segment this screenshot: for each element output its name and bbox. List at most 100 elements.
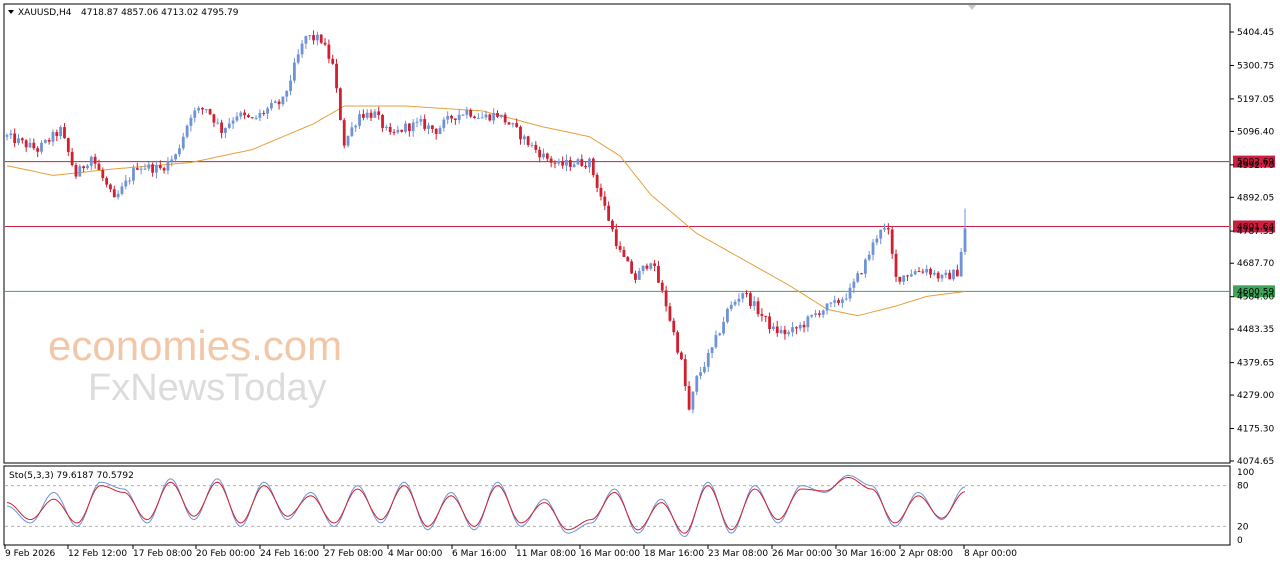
candle-body[interactable]	[227, 123, 231, 128]
candle-body[interactable]	[51, 132, 55, 142]
candle-body[interactable]	[423, 119, 427, 129]
candle-body[interactable]	[860, 273, 863, 275]
candle-body[interactable]	[634, 273, 637, 280]
candle-body[interactable]	[538, 149, 542, 158]
candle-body[interactable]	[480, 117, 484, 119]
candle-body[interactable]	[32, 142, 36, 149]
candle-body[interactable]	[124, 180, 128, 187]
candle-body[interactable]	[430, 125, 434, 129]
candle-body[interactable]	[595, 174, 599, 188]
candle-body[interactable]	[511, 123, 515, 125]
candle-body[interactable]	[875, 238, 879, 243]
candle-body[interactable]	[691, 391, 695, 410]
candle-body[interactable]	[837, 300, 840, 303]
candle-body[interactable]	[603, 196, 607, 206]
candle-body[interactable]	[24, 140, 28, 148]
candle-body[interactable]	[718, 333, 722, 336]
candle-body[interactable]	[181, 136, 185, 149]
candle-body[interactable]	[5, 135, 9, 137]
candle-body[interactable]	[561, 161, 565, 166]
candle-body[interactable]	[802, 324, 806, 328]
candle-body[interactable]	[821, 310, 825, 315]
candle-body[interactable]	[810, 314, 814, 317]
candle-body[interactable]	[189, 117, 193, 126]
candle-body[interactable]	[293, 62, 296, 81]
candle-body[interactable]	[637, 270, 641, 280]
candle-body[interactable]	[258, 112, 262, 118]
candle-body[interactable]	[672, 320, 676, 333]
candle-body[interactable]	[496, 112, 499, 117]
candle-body[interactable]	[925, 268, 929, 273]
candle-body[interactable]	[151, 164, 155, 173]
candle-body[interactable]	[155, 165, 158, 173]
candle-body[interactable]	[235, 116, 239, 121]
candle-body[interactable]	[86, 165, 89, 169]
candle-body[interactable]	[772, 326, 775, 330]
candle-body[interactable]	[327, 44, 331, 59]
candle-body[interactable]	[729, 304, 733, 309]
candle-body[interactable]	[43, 140, 47, 143]
candle-body[interactable]	[273, 101, 277, 104]
candle-body[interactable]	[147, 164, 151, 169]
candle-body[interactable]	[361, 114, 365, 118]
candle-body[interactable]	[856, 273, 860, 282]
candle-body[interactable]	[116, 193, 120, 198]
candle-body[interactable]	[197, 107, 200, 111]
candle-body[interactable]	[143, 168, 147, 170]
candle-body[interactable]	[434, 128, 438, 134]
candle-body[interactable]	[239, 112, 243, 117]
candle-body[interactable]	[542, 153, 545, 158]
candle-body[interactable]	[515, 123, 519, 127]
candle-body[interactable]	[499, 114, 503, 117]
candle-body[interactable]	[208, 109, 212, 115]
candle-body[interactable]	[519, 126, 522, 140]
candle-body[interactable]	[683, 359, 687, 387]
candle-body[interactable]	[565, 160, 568, 166]
candle-body[interactable]	[9, 133, 13, 136]
candle-body[interactable]	[388, 126, 392, 133]
candle-body[interactable]	[101, 169, 105, 179]
oscillator-pane[interactable]	[3, 465, 1231, 546]
candle-body[interactable]	[852, 281, 856, 288]
candle-body[interactable]	[312, 35, 315, 41]
candle-body[interactable]	[453, 118, 457, 120]
candle-body[interactable]	[369, 112, 373, 118]
candle-body[interactable]	[814, 313, 817, 315]
candle-body[interactable]	[277, 101, 281, 105]
candle-body[interactable]	[488, 114, 492, 121]
candle-body[interactable]	[178, 148, 181, 155]
candle-body[interactable]	[476, 117, 480, 119]
candle-body[interactable]	[20, 138, 24, 141]
candle-body[interactable]	[710, 347, 714, 353]
scroll-marker-icon[interactable]	[968, 5, 976, 10]
candle-body[interactable]	[614, 229, 618, 247]
candle-body[interactable]	[584, 165, 588, 168]
candle-body[interactable]	[557, 161, 561, 164]
candle-body[interactable]	[323, 42, 327, 45]
candle-body[interactable]	[40, 142, 43, 152]
candle-body[interactable]	[641, 265, 645, 271]
candle-body[interactable]	[932, 272, 936, 275]
candle-body[interactable]	[871, 242, 875, 255]
candle-body[interactable]	[798, 324, 802, 329]
candle-body[interactable]	[948, 272, 952, 280]
candle-body[interactable]	[657, 265, 660, 283]
candle-body[interactable]	[461, 114, 465, 116]
candle-body[interactable]	[917, 271, 921, 273]
candle-body[interactable]	[224, 127, 227, 133]
candle-body[interactable]	[404, 123, 407, 132]
candle-body[interactable]	[779, 329, 783, 334]
candle-body[interactable]	[243, 112, 246, 116]
candle-body[interactable]	[599, 187, 603, 197]
candle-body[interactable]	[89, 156, 93, 166]
candle-body[interactable]	[193, 110, 197, 118]
candle-body[interactable]	[450, 115, 453, 119]
candle-body[interactable]	[270, 103, 273, 109]
candle-body[interactable]	[714, 335, 718, 348]
candle-body[interactable]	[166, 161, 170, 171]
candle-body[interactable]	[350, 127, 354, 136]
candle-body[interactable]	[572, 164, 576, 167]
candle-body[interactable]	[722, 322, 725, 334]
candle-body[interactable]	[392, 132, 396, 134]
candle-body[interactable]	[840, 299, 844, 303]
